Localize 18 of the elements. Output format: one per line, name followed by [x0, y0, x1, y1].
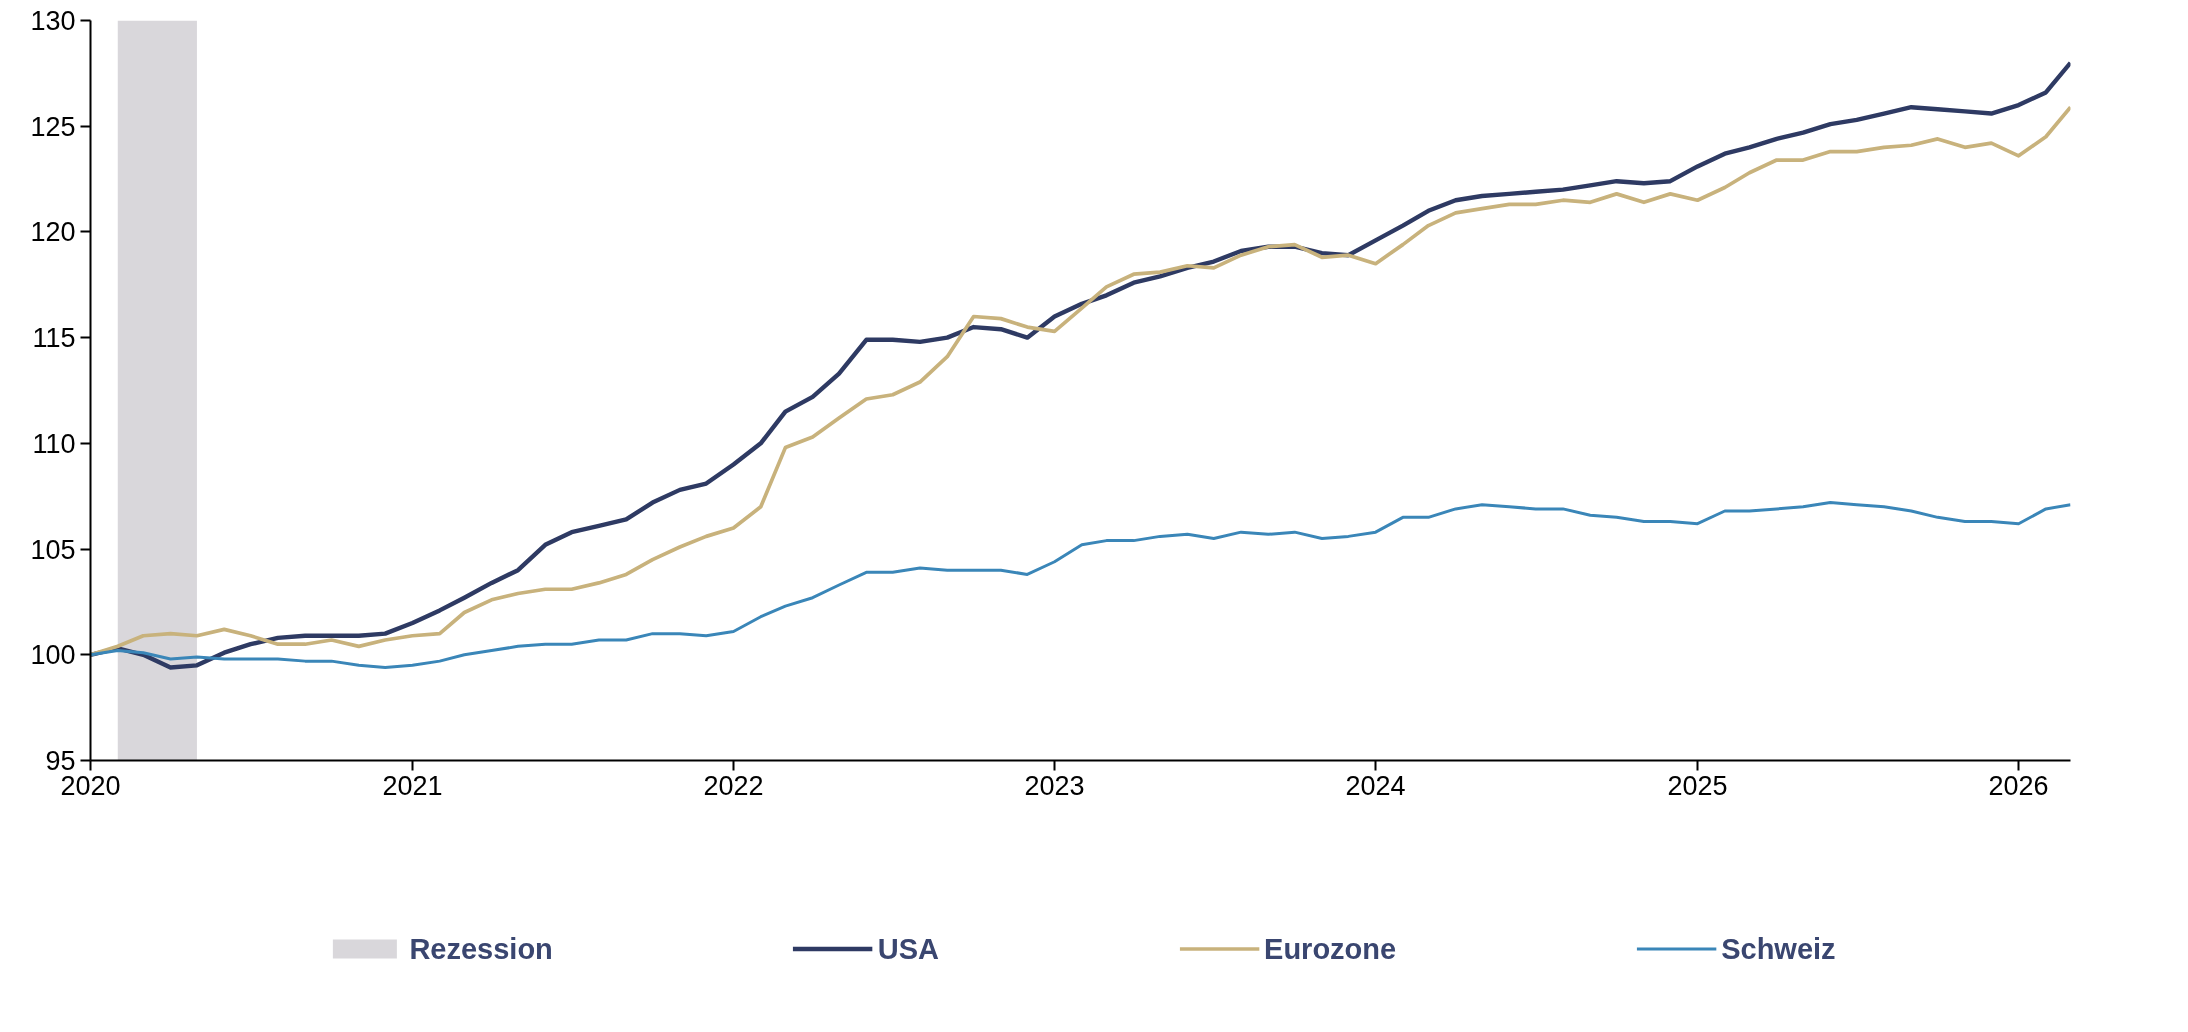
- y-tick-label: 125: [30, 111, 76, 142]
- legend-label: USA: [877, 932, 940, 965]
- y-tick-label: 130: [30, 6, 76, 36]
- x-tick-label: 2026: [1988, 770, 2049, 801]
- x-tick-label: 2025: [1667, 770, 1728, 801]
- y-tick-label: 115: [32, 323, 76, 354]
- line-series: [90, 501, 2071, 669]
- legend-label: Rezession: [409, 932, 553, 965]
- y-tick-label: 120: [30, 217, 76, 248]
- x-tick-label: 2024: [1345, 770, 1406, 801]
- y-tick-label: 105: [30, 534, 76, 565]
- y-tick-label: 110: [32, 428, 76, 459]
- x-tick-label: 2021: [382, 770, 443, 801]
- legend-label: Eurozone: [1264, 932, 1397, 965]
- x-tick-label: 2023: [1024, 770, 1085, 801]
- y-tick-label: 100: [30, 640, 76, 671]
- x-tick-label: 2022: [703, 770, 764, 801]
- legend-label: Schweiz: [1721, 932, 1836, 965]
